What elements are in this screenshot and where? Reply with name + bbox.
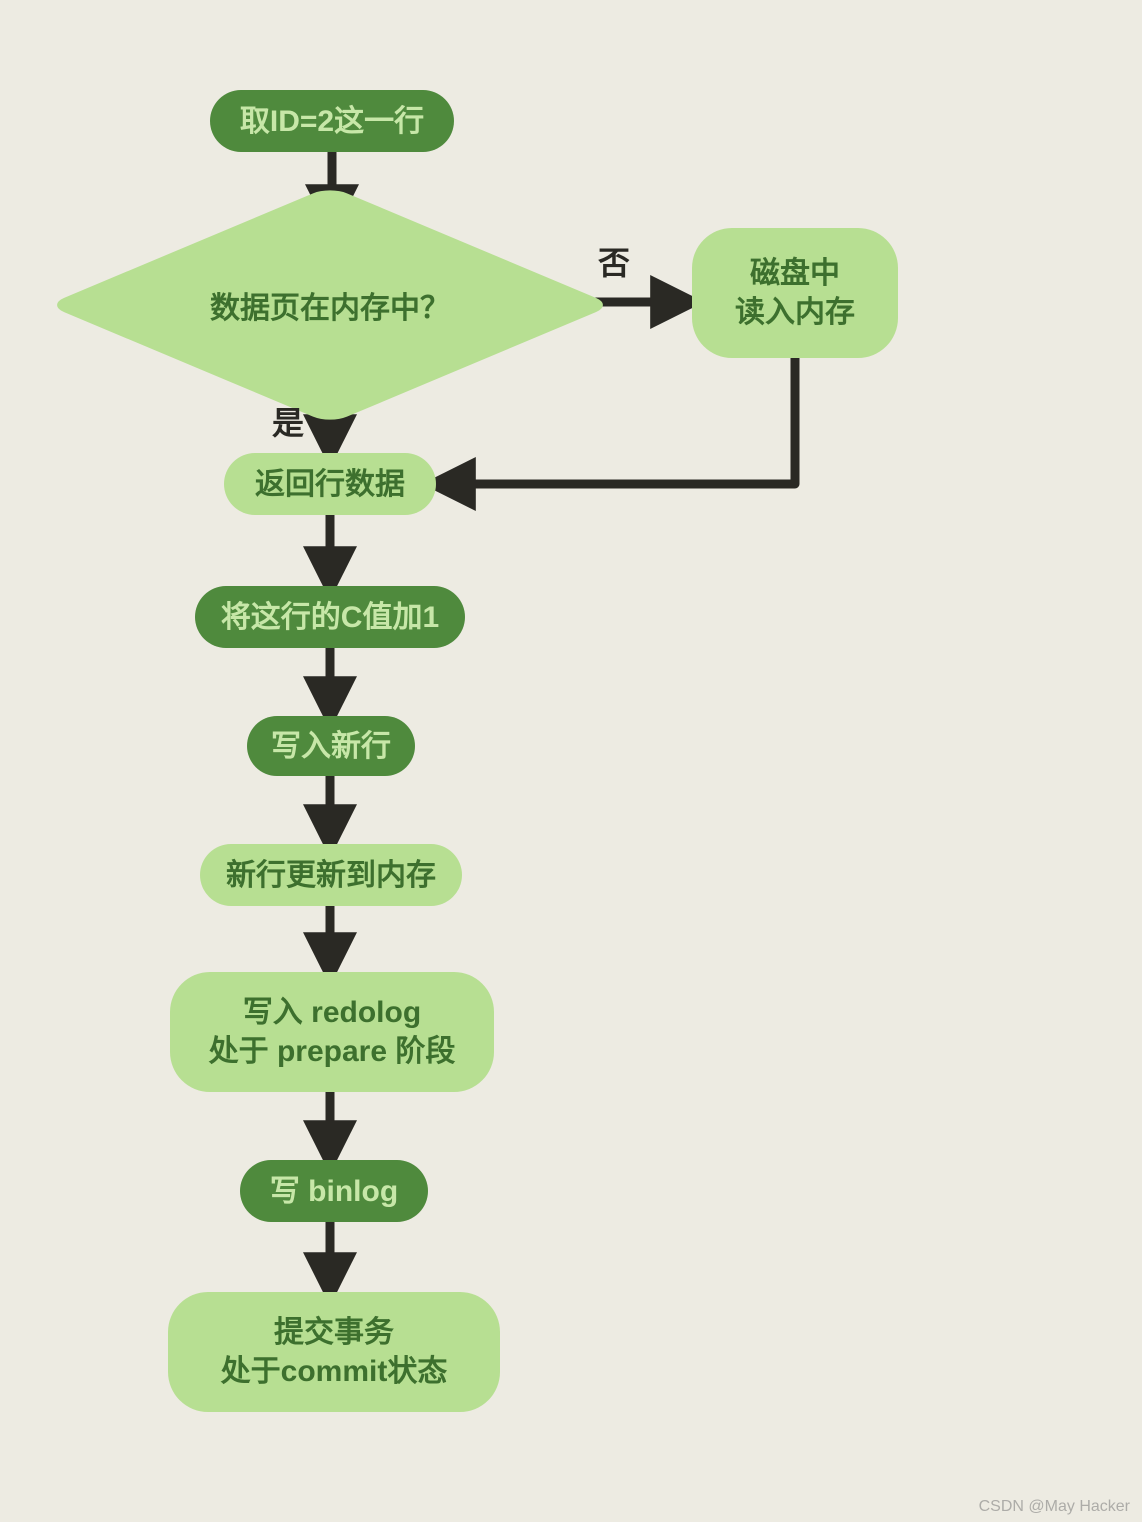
edge-label-yes: 是 <box>272 398 304 444</box>
node-label: 新行更新到内存 <box>226 856 436 895</box>
pill-node: 新行更新到内存 <box>200 844 462 906</box>
node-label: 写 binlog <box>270 1172 398 1211</box>
node-label: 数据页在内存中？ <box>130 105 530 505</box>
pill-node: 写 binlog <box>240 1160 428 1222</box>
pill-node: 写入新行 <box>247 716 415 776</box>
node-label: 写入 redolog 处于 prepare 阶段 <box>209 993 456 1071</box>
round-node: 提交事务 处于commit状态 <box>168 1292 500 1412</box>
edge-label-no: 否 <box>598 238 630 284</box>
node-label: 写入新行 <box>271 727 391 766</box>
round-node: 磁盘中 读入内存 <box>692 228 898 358</box>
round-node: 写入 redolog 处于 prepare 阶段 <box>170 972 494 1092</box>
decision-node: 数据页在内存中？ <box>130 105 530 505</box>
node-label: 提交事务 处于commit状态 <box>221 1313 448 1391</box>
node-label: 磁盘中 读入内存 <box>735 254 855 332</box>
node-label: 将这行的C值加1 <box>221 598 439 637</box>
pill-node: 将这行的C值加1 <box>195 586 465 648</box>
watermark: CSDN @May Hacker <box>979 1498 1130 1516</box>
node-label: 返回行数据 <box>255 465 405 504</box>
pill-node: 返回行数据 <box>224 453 436 515</box>
